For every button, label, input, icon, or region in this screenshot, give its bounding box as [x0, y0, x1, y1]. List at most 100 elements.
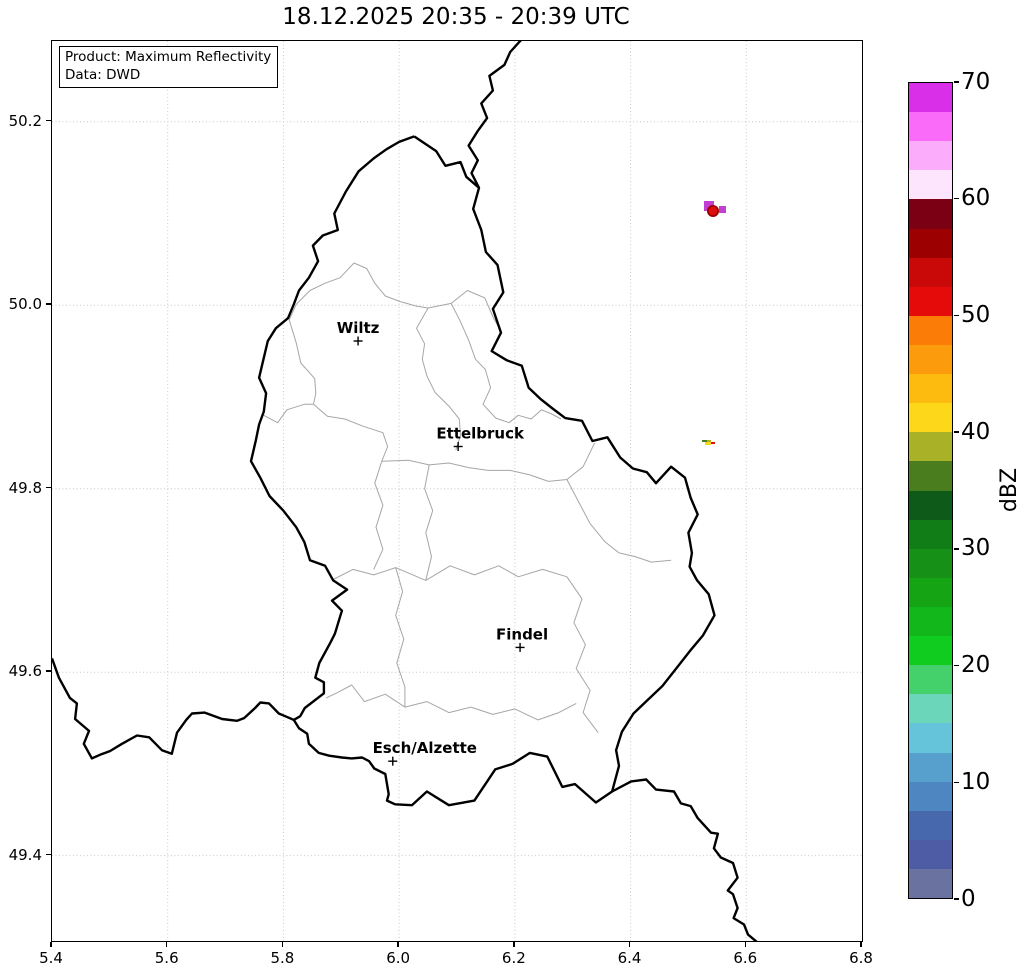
y-axis-tick: [46, 486, 51, 489]
colorbar-segment: [909, 83, 952, 113]
colorbar-tick-label: 30: [961, 535, 991, 562]
country-border-luxembourg: [249, 135, 716, 807]
colorbar-segment: [909, 141, 952, 171]
district-border: [332, 565, 568, 581]
colorbar-tick: [954, 81, 959, 83]
radar-echo: [711, 442, 715, 444]
radar-echo: [702, 440, 707, 442]
y-axis-tick-label: 49.4: [8, 845, 42, 864]
district-border: [566, 479, 672, 563]
district-border: [424, 464, 434, 581]
colorbar-tick: [954, 664, 959, 667]
colorbar-segment: [909, 839, 952, 869]
y-axis-tick: [46, 119, 51, 122]
x-axis-tick: [744, 941, 747, 947]
colorbar-segment: [909, 781, 952, 811]
radar-echo: [708, 206, 718, 216]
colorbar-tick: [954, 898, 959, 900]
district-border: [295, 262, 429, 309]
colorbar-segment: [909, 374, 952, 404]
colorbar-segment: [909, 461, 952, 491]
colorbar-segment: [909, 606, 952, 637]
district-border: [381, 442, 596, 482]
y-axis-tick: [46, 670, 51, 672]
colorbar-segment: [909, 257, 952, 287]
figure-title: 18.12.2025 20:35 - 20:39 UTC: [282, 4, 630, 30]
y-axis-tick-label: 50.2: [8, 111, 42, 130]
city-label: Ettelbruck: [436, 425, 525, 443]
colorbar: [908, 82, 953, 899]
radar-echo: [719, 206, 726, 213]
colorbar-tick-label: 40: [961, 418, 991, 445]
map-plot: Wiltz Ettelbruck Findel Esch/Alzette Produc…: [51, 40, 863, 942]
colorbar-tick-label: 10: [961, 768, 991, 795]
district-border: [566, 576, 599, 734]
x-axis-tick: [281, 941, 284, 947]
data-source-line: Data: DWD: [65, 66, 141, 83]
colorbar-segment: [909, 432, 952, 462]
radar-echo: [705, 442, 711, 445]
colorbar-tick-label: 0: [961, 885, 976, 912]
x-axis-tick-label: 6.6: [733, 949, 758, 967]
city-label: Wiltz: [337, 319, 380, 337]
colorbar-segment: [909, 519, 952, 549]
country-border-france-germany: [611, 778, 758, 941]
colorbar-tick-label: 20: [961, 652, 991, 679]
y-axis-tick-label: 50.0: [8, 295, 42, 314]
district-border: [263, 403, 389, 462]
x-axis-tick: [860, 941, 862, 947]
country-border-belgium-france: [52, 657, 295, 760]
x-axis-tick-label: 6.8: [849, 949, 873, 967]
radar-echo: [704, 201, 714, 211]
x-axis-tick-label: 6.4: [617, 949, 642, 967]
colorbar-segment: [909, 286, 952, 316]
y-axis-tick: [46, 853, 51, 856]
district-border: [450, 303, 562, 424]
colorbar-tick: [954, 548, 959, 550]
colorbar-segment: [909, 403, 952, 433]
district-border: [373, 461, 384, 570]
y-axis-tick-label: 49.6: [8, 662, 42, 681]
colorbar-segment: [909, 170, 952, 200]
x-axis-tick: [50, 941, 52, 947]
x-axis-tick: [165, 941, 168, 947]
y-axis-tick-label: 49.8: [8, 478, 42, 497]
map-canvas: Wiltz Ettelbruck Findel Esch/Alzette: [52, 41, 862, 941]
colorbar-tick-label: 60: [961, 185, 991, 212]
x-axis-tick: [397, 941, 399, 947]
city-label: Findel: [496, 625, 548, 643]
y-axis-tick: [46, 303, 51, 305]
colorbar-segment: [909, 315, 952, 345]
district-border: [395, 567, 406, 708]
colorbar-segment: [909, 548, 952, 578]
product-info-box: Product: Maximum Reflectivity Data: DWD: [59, 46, 279, 89]
district-border: [428, 290, 502, 333]
x-axis-tick-label: 5.6: [154, 949, 179, 967]
colorbar-segment: [909, 344, 952, 375]
colorbar-segment: [909, 810, 952, 840]
colorbar-segment: [909, 577, 952, 607]
colorbar-segment: [909, 636, 952, 666]
country-border-belgium-germany: [467, 41, 522, 189]
district-border: [325, 684, 365, 702]
city-label: Esch/Alzette: [373, 739, 477, 757]
colorbar-segment: [909, 723, 952, 753]
district-border: [288, 304, 317, 405]
district-border: [416, 307, 461, 451]
colorbar-segment: [909, 868, 952, 899]
product-info-line: Product: Maximum Reflectivity: [65, 49, 272, 65]
colorbar-segment: [909, 490, 952, 520]
colorbar-tick: [954, 781, 959, 784]
x-axis-tick-label: 6.2: [501, 949, 526, 967]
colorbar-segment: [909, 665, 952, 695]
colorbar-segment: [909, 694, 952, 724]
radar-echo: [707, 440, 711, 442]
colorbar-segment: [909, 199, 952, 229]
x-axis-tick: [513, 941, 515, 947]
x-axis-tick-label: 6.0: [386, 949, 411, 967]
colorbar-tick: [954, 431, 959, 433]
x-axis-tick-label: 5.4: [39, 949, 63, 967]
colorbar-segment: [909, 228, 952, 258]
colorbar-tick-label: 50: [961, 301, 991, 328]
